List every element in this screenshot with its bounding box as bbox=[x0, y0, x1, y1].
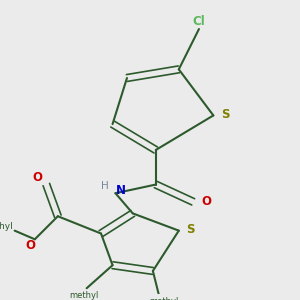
Text: Cl: Cl bbox=[193, 15, 205, 28]
Text: O: O bbox=[33, 171, 43, 184]
Text: H: H bbox=[101, 181, 109, 191]
Text: O: O bbox=[201, 195, 211, 208]
Text: methyl: methyl bbox=[0, 222, 13, 231]
Text: methyl: methyl bbox=[150, 297, 179, 300]
Text: N: N bbox=[116, 184, 126, 197]
Text: S: S bbox=[220, 107, 229, 121]
Text: methyl: methyl bbox=[69, 291, 98, 300]
Text: S: S bbox=[186, 223, 195, 236]
Text: O: O bbox=[26, 239, 35, 252]
